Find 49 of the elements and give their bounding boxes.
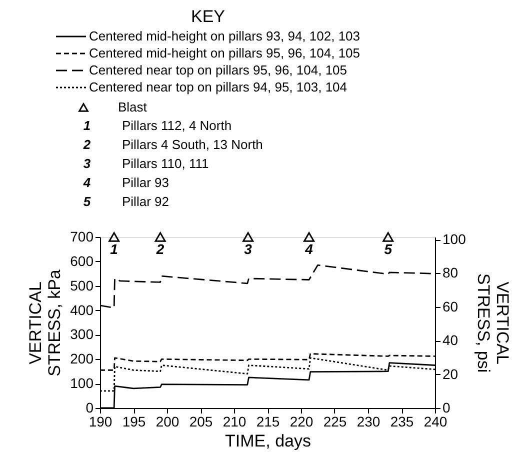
text: 1 (83, 118, 91, 133)
text: 3 (83, 156, 91, 171)
y-tick-label: 600 (70, 252, 94, 269)
y2-tick-label: 60 (442, 298, 458, 314)
x-tick-label: 225 (323, 414, 347, 430)
x-tick-label: 240 (424, 414, 448, 430)
legend-label: Centered mid-height on pillars 95, 96, 104, 105 (89, 46, 360, 60)
y2-axis-title: VERTICAL STRESS, psi (474, 273, 512, 373)
annotation: 1 (110, 241, 118, 257)
x-axis-title: TIME, days (225, 432, 311, 450)
x-tick-label: 200 (156, 414, 180, 430)
y-tick-label: 500 (70, 277, 94, 294)
legend-title: KEY (190, 7, 226, 26)
legend-label: Centered near top on pillars 95, 96, 104, 105 (89, 62, 348, 78)
y2-tick-label: 40 (442, 332, 458, 348)
x-tick-label: 230 (356, 414, 380, 430)
text: 2 (83, 137, 91, 152)
legend-label: Centered near top on pillars 94, 95, 103, 104 (89, 80, 348, 94)
text: Pillars 4 South, 13 North (122, 137, 263, 152)
x-tick-label: 220 (290, 414, 314, 430)
text: Pillars 110, 111 (122, 156, 209, 171)
annotation: 2 (155, 241, 164, 257)
annotation: 3 (244, 241, 252, 257)
text: Pillars 112, 4 North (122, 118, 232, 133)
x-tick-label: 210 (222, 414, 246, 430)
x-tick-label: 235 (390, 414, 414, 430)
annotation: 4 (304, 241, 314, 257)
y-tick-label: 100 (70, 375, 94, 392)
annotation: 5 (384, 241, 392, 257)
text: Pillar 93 (122, 175, 169, 190)
y-tick-label: 700 (70, 228, 94, 244)
y2-tick-label: 80 (442, 264, 458, 281)
x-tick-label: 215 (256, 414, 280, 430)
legend-label: Blast (118, 100, 148, 114)
x-tick-label: 195 (122, 414, 146, 430)
y2-tick-label: 20 (442, 366, 458, 382)
text: Pillar 92 (122, 194, 169, 209)
x-tick-label: 190 (88, 414, 112, 430)
x-tick-label: 205 (189, 414, 213, 430)
y-tick-label: 200 (70, 350, 94, 367)
text: 5 (83, 194, 91, 209)
y-tick-label: 400 (70, 302, 94, 318)
y-axis-title: VERTICAL STRESS, kPa (26, 269, 64, 376)
y2-tick-label: 100 (442, 231, 466, 248)
text: 4 (83, 175, 91, 190)
y-tick-label: 300 (70, 326, 94, 342)
y2-tick-label: 0 (442, 400, 450, 416)
legend-label: Centered mid-height on pillars 93, 94, 102, 103 (89, 28, 360, 44)
y-tick-label: 0 (86, 400, 94, 416)
